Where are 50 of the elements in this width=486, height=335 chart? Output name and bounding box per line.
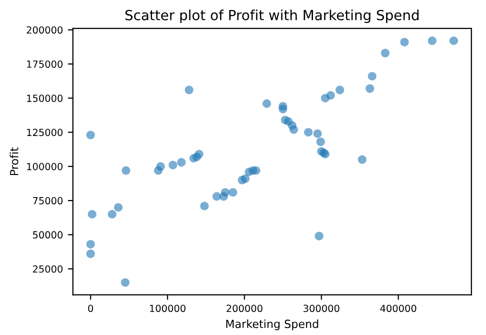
x-tick-label: 400000 <box>380 304 416 312</box>
point <box>380 48 390 58</box>
point <box>313 129 322 138</box>
point <box>244 168 254 176</box>
chart-title: Scatter plot of Profit with Marketing Spend <box>125 10 419 24</box>
point <box>228 188 238 197</box>
x-tick-label: 200000 <box>226 304 262 312</box>
x-axis-title: Marketing Spend <box>226 319 318 330</box>
point <box>200 202 209 210</box>
point <box>86 250 95 258</box>
point <box>320 94 330 102</box>
point <box>189 154 198 163</box>
point <box>449 36 458 46</box>
point <box>212 192 222 201</box>
point <box>366 84 374 93</box>
point <box>400 38 409 46</box>
x-tick-label: 0 <box>88 304 94 312</box>
x-tick-label: 100000 <box>150 304 186 312</box>
point <box>238 176 246 184</box>
point <box>88 210 96 218</box>
point <box>428 36 436 46</box>
y-tick-label: 175000 <box>27 60 63 68</box>
point <box>304 128 313 137</box>
y-tick-label: 75000 <box>33 197 63 204</box>
point <box>114 203 123 212</box>
point <box>86 240 95 249</box>
point <box>154 166 163 175</box>
y-axis-title: Profit <box>10 147 18 176</box>
point <box>336 86 344 94</box>
point <box>120 278 130 287</box>
point <box>358 155 366 164</box>
y-tick-label: 25000 <box>32 265 63 273</box>
point <box>168 160 178 170</box>
point <box>368 72 376 81</box>
point <box>314 232 324 240</box>
point <box>122 166 130 175</box>
point <box>108 210 116 218</box>
y-tick-label: 125000 <box>27 128 63 136</box>
point <box>262 99 272 108</box>
y-tick-label: 100000 <box>27 162 63 170</box>
y-tick-label: 50000 <box>33 231 63 239</box>
x-tick-label: 300000 <box>304 304 340 312</box>
point <box>289 125 298 134</box>
point <box>184 86 194 94</box>
y-tick-label: 150000 <box>27 94 63 102</box>
point <box>86 130 95 140</box>
point <box>316 138 325 146</box>
point <box>278 104 288 114</box>
point <box>177 158 186 167</box>
y-tick-label: 200000 <box>26 26 63 34</box>
